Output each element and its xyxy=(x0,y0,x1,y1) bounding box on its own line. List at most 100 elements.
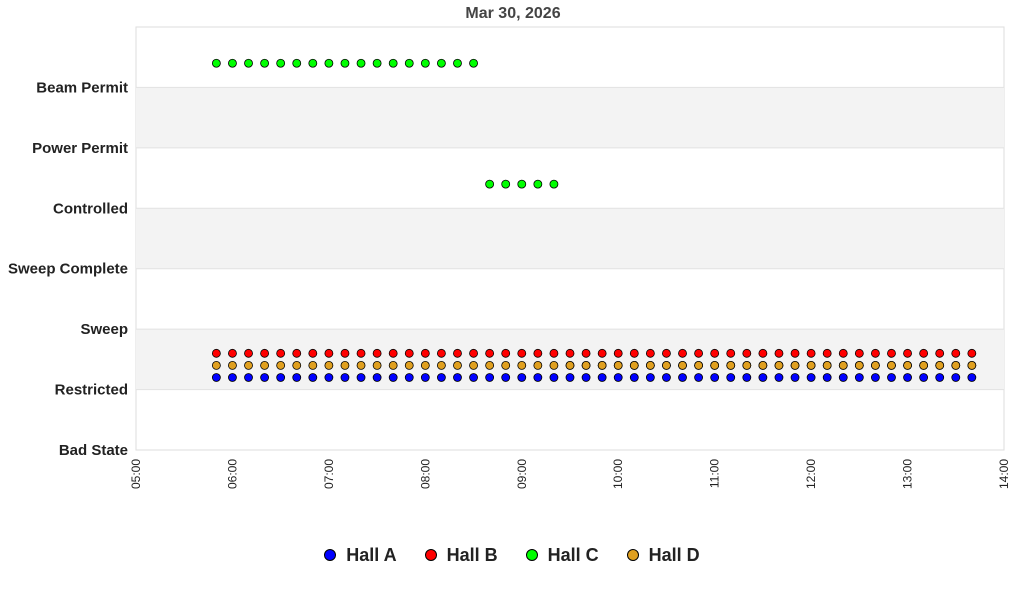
data-point-hall-b xyxy=(694,348,703,358)
x-tick-label: 09:00 xyxy=(515,459,529,489)
data-point-hall-a xyxy=(678,373,687,382)
data-point-hall-d xyxy=(597,360,607,370)
data-point-hall-a xyxy=(437,373,446,382)
x-axis-labels: 05:00 06:00 07:00 08:00 09:00 10:00 11:00 12:00… xyxy=(129,459,1011,489)
data-point-hall-b xyxy=(211,348,221,358)
data-point-hall-a xyxy=(549,373,559,382)
data-point-hall-d xyxy=(822,360,832,370)
data-point-hall-d xyxy=(967,360,977,370)
data-point-hall-d xyxy=(887,360,896,370)
data-point-hall-c xyxy=(501,179,511,189)
data-point-hall-d xyxy=(469,360,478,370)
data-point-hall-a xyxy=(228,373,237,382)
data-point-hall-d xyxy=(935,360,945,370)
data-point-hall-b xyxy=(871,348,880,358)
data-point-hall-b xyxy=(951,348,961,358)
legend-item[interactable]: Hall D xyxy=(626,545,700,566)
data-point-hall-a xyxy=(967,373,977,382)
data-point-hall-d xyxy=(903,360,912,370)
data-point-hall-a xyxy=(581,373,591,382)
data-point-hall-c xyxy=(453,58,462,68)
legend-label: Hall C xyxy=(547,544,599,565)
data-point-hall-c xyxy=(388,58,398,68)
chart-title: Mar 30, 2026 xyxy=(465,5,560,22)
data-point-hall-a xyxy=(887,373,896,382)
data-point-hall-b xyxy=(260,348,269,358)
data-point-hall-d xyxy=(388,360,398,370)
x-tick-label: 12:00 xyxy=(804,459,818,489)
data-point-hall-d xyxy=(871,360,880,370)
data-point-hall-a xyxy=(742,373,752,382)
legend-item[interactable]: Hall C xyxy=(525,544,599,566)
data-point-hall-d xyxy=(308,360,318,370)
data-point-hall-a xyxy=(404,373,414,382)
y-tick-label: Power Permit xyxy=(32,140,128,157)
plot-band xyxy=(136,87,1004,148)
data-point-hall-d xyxy=(533,360,543,370)
data-point-hall-d xyxy=(726,360,736,370)
data-point-hall-b xyxy=(919,348,929,358)
data-point-hall-b xyxy=(517,348,527,358)
data-point-hall-b xyxy=(372,348,382,358)
data-point-hall-a xyxy=(244,373,253,382)
data-point-hall-d xyxy=(662,360,671,370)
data-point-hall-a xyxy=(533,373,543,382)
data-point-hall-c xyxy=(437,58,446,68)
data-point-hall-b xyxy=(565,348,575,358)
data-point-hall-c xyxy=(404,58,414,68)
data-point-hall-b xyxy=(469,348,478,358)
data-point-hall-b xyxy=(404,348,414,358)
data-point-hall-d xyxy=(485,360,495,370)
data-point-hall-b xyxy=(903,348,912,358)
data-point-hall-a xyxy=(838,373,848,382)
legend-marker-icon xyxy=(525,549,538,561)
legend-label: Hall B xyxy=(446,544,498,565)
data-point-hall-b xyxy=(292,348,302,358)
data-point-hall-b xyxy=(887,348,896,358)
data-point-hall-a xyxy=(276,373,286,382)
data-point-hall-c xyxy=(533,179,543,189)
data-point-hall-c xyxy=(228,58,237,68)
data-point-hall-c xyxy=(292,58,302,68)
data-point-hall-b xyxy=(629,348,639,358)
data-point-hall-a xyxy=(597,373,607,382)
legend-item[interactable]: Hall A xyxy=(324,544,397,566)
data-points xyxy=(211,58,977,382)
plot-bands xyxy=(135,26,1005,451)
data-point-hall-d xyxy=(581,360,591,370)
data-point-hall-b xyxy=(822,348,832,358)
legend-label: Hall A xyxy=(346,544,397,565)
y-tick-label: Beam Permit xyxy=(36,79,128,96)
data-point-hall-d xyxy=(565,360,575,370)
data-point-hall-a xyxy=(340,373,350,382)
data-point-hall-a xyxy=(935,373,945,382)
data-point-hall-d xyxy=(742,360,752,370)
data-point-hall-d xyxy=(854,360,864,370)
x-tick-label: 06:00 xyxy=(225,459,239,489)
data-point-hall-c xyxy=(517,179,527,189)
data-point-hall-d xyxy=(420,360,430,370)
legend: Hall A Hall B Hall C Hall D xyxy=(0,542,1024,568)
y-axis-labels: Bad State Restricted Sweep Sweep Complete Co… xyxy=(8,79,128,459)
data-point-hall-a xyxy=(372,373,382,382)
legend-item[interactable]: Hall B xyxy=(424,544,498,566)
data-point-hall-d xyxy=(549,360,559,370)
data-point-hall-b xyxy=(806,348,816,358)
x-tick-label: 10:00 xyxy=(611,459,625,489)
data-point-hall-b xyxy=(613,348,623,358)
data-point-hall-b xyxy=(533,348,543,358)
data-point-hall-b xyxy=(453,348,462,358)
data-point-hall-b xyxy=(790,348,800,358)
data-point-hall-c xyxy=(549,179,559,189)
x-tick-label: 08:00 xyxy=(418,459,432,489)
data-point-hall-a xyxy=(260,373,269,382)
data-point-hall-b xyxy=(774,348,784,358)
data-point-hall-a xyxy=(822,373,832,382)
data-point-hall-c xyxy=(260,58,269,68)
data-point-hall-a xyxy=(324,373,334,382)
data-point-hall-a xyxy=(356,373,366,382)
data-point-hall-a xyxy=(919,373,929,382)
y-tick-label: Sweep Complete xyxy=(8,261,128,278)
data-point-hall-d xyxy=(710,360,720,370)
data-point-hall-d xyxy=(951,360,961,370)
